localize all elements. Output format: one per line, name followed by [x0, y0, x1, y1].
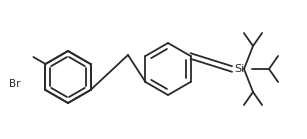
Text: Br: Br	[9, 79, 20, 89]
Text: Si: Si	[234, 64, 244, 74]
